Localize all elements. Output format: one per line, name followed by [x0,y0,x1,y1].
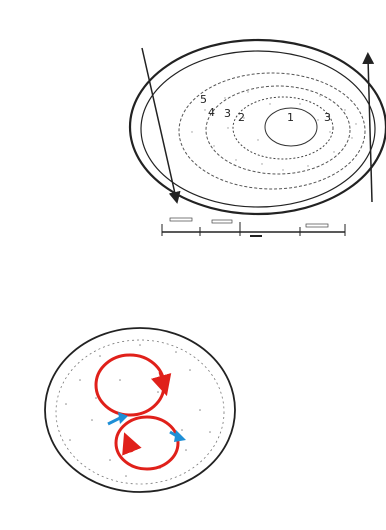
zone-ring-3 [205,85,351,175]
zone-ring-2 [232,96,334,160]
zone-number-3-right: 3 [324,111,331,124]
red-loop-upper [94,353,166,417]
upper-figure: 5 4 3 2 1 3 [128,38,386,237]
zone-number-3: 3 [224,107,231,120]
zone-ring-1 [264,107,318,147]
red-arrow-lower [122,432,142,456]
left-shear-arrow [141,47,181,204]
blue-arrow-left [107,416,121,426]
outer-ring [128,38,386,216]
zone-number-4: 4 [208,106,215,119]
zone-number-1: 1 [287,111,294,124]
red-loop-lower [114,415,180,471]
zone-number-2: 2 [238,111,245,124]
blue-arrowhead-left [118,412,128,424]
right-shear-arrow [362,52,375,203]
lower-stipple [65,344,211,477]
blue-arrowhead-right [174,430,186,442]
inner-ring [140,50,376,208]
lower-outer-circle [44,327,236,493]
zone-ring-4 [178,72,366,190]
upper-stipple [191,91,357,171]
zone-number-5: 5 [200,93,207,106]
red-arrow-upper [151,371,172,397]
scale-bar [161,217,346,237]
lower-inner-ring [55,339,225,485]
lower-figure [44,327,236,493]
